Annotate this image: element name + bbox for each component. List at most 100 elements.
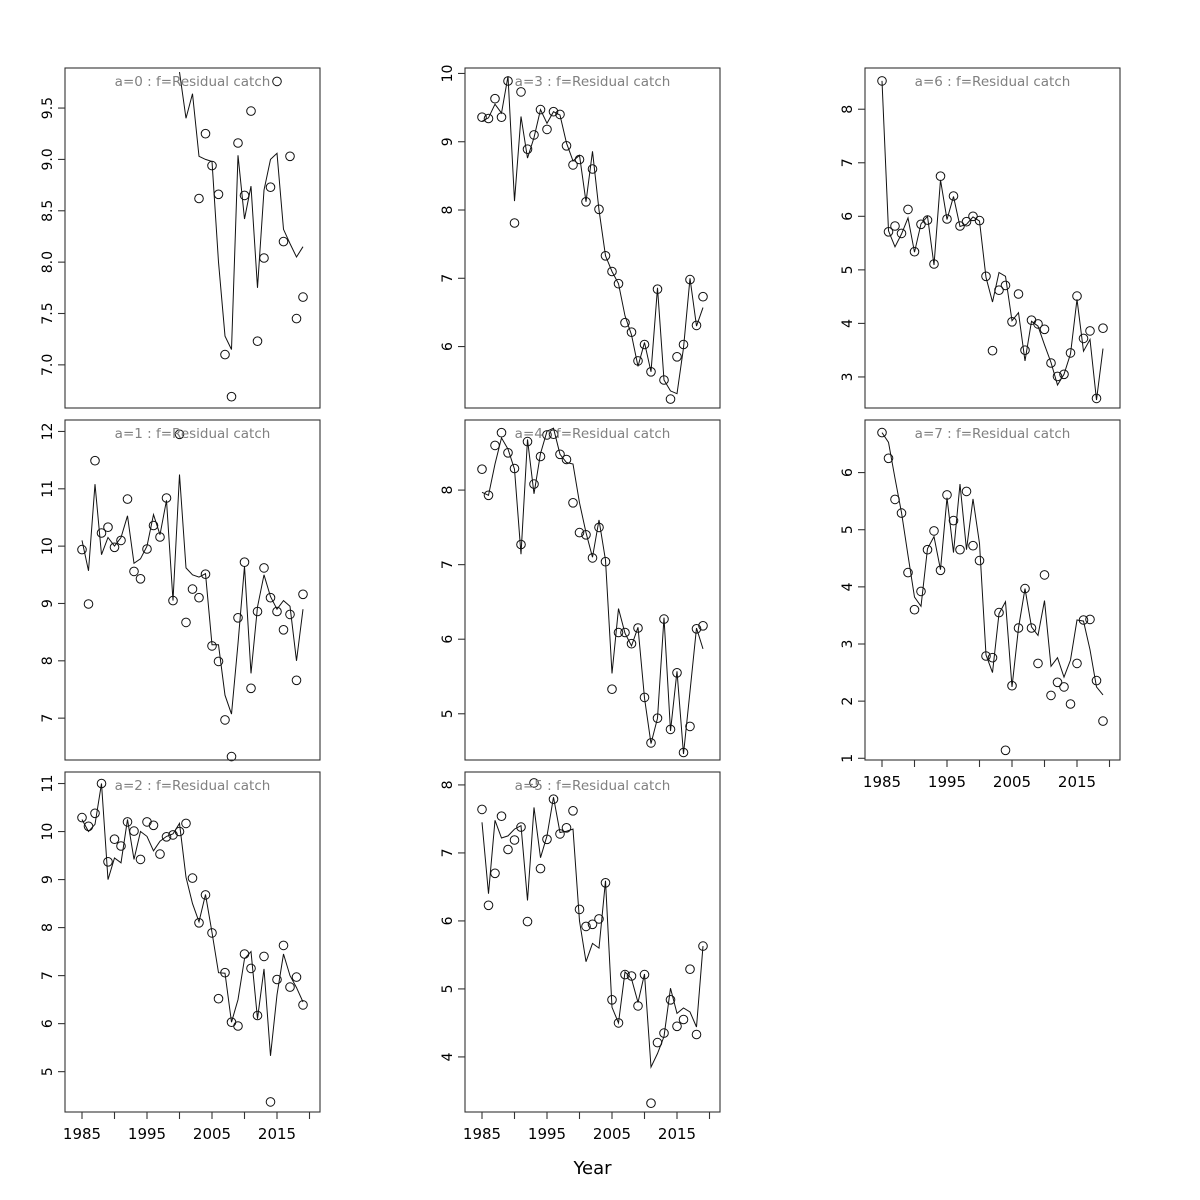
- observed-point: [155, 849, 165, 859]
- observed-point: [265, 592, 276, 603]
- panel-a=4: a=4 : f=Residual catch 5 6 7 8: [440, 419, 721, 761]
- fitted-line: [881, 432, 1104, 696]
- observed-point: [1020, 345, 1030, 356]
- observed-point: [574, 904, 585, 915]
- observed-point: [509, 463, 520, 474]
- x-tick-label: 2005: [593, 1125, 631, 1143]
- observed-point: [483, 900, 494, 911]
- observed-point: [291, 675, 302, 686]
- observed-point: [477, 112, 487, 122]
- observed-point: [561, 454, 572, 465]
- observed-point: [942, 490, 952, 500]
- observed-point: [890, 494, 900, 505]
- y-tick-label: 5: [440, 984, 456, 993]
- observed-point: [1007, 680, 1017, 691]
- observed-point: [1065, 348, 1076, 358]
- observed-point: [272, 606, 282, 617]
- observed-point: [646, 367, 656, 377]
- panel-a=2: a=2 : f=Residual catch 5 6 7 8 9 10 11 1985 1995 2…: [40, 771, 321, 1143]
- observed-point: [200, 890, 211, 900]
- observed-point: [652, 713, 663, 724]
- panel-title: a=4 : f=Residual catch: [515, 426, 671, 442]
- observed-point: [529, 479, 539, 489]
- observed-point: [613, 627, 624, 638]
- y-tick-label: 9: [40, 599, 56, 608]
- observed-point: [948, 191, 959, 201]
- observed-point: [285, 151, 295, 162]
- y-tick-label: 7: [40, 714, 56, 723]
- observed-point: [265, 182, 276, 192]
- observed-point: [877, 427, 887, 438]
- observed-point: [298, 1000, 308, 1010]
- observed-point: [483, 490, 494, 501]
- observed-point: [1052, 371, 1063, 382]
- y-tick-label: 11: [40, 775, 56, 793]
- observed-point: [155, 532, 165, 542]
- observed-point: [685, 274, 695, 285]
- observed-point: [233, 613, 243, 623]
- observed-point: [1046, 690, 1056, 701]
- fitted-line: [881, 80, 1104, 401]
- y-tick-label: 6: [840, 468, 856, 477]
- observed-point: [522, 916, 533, 927]
- observed-point: [161, 493, 172, 503]
- observed-point: [555, 829, 565, 839]
- y-tick-label: 6: [440, 635, 456, 644]
- y-tick-label: 6: [40, 1019, 56, 1028]
- observed-point: [259, 951, 269, 962]
- x-tick-label: 1995: [128, 1125, 166, 1143]
- x-tick-label: 1995: [528, 1125, 566, 1143]
- observed-point: [246, 683, 256, 694]
- observed-point: [1052, 677, 1063, 688]
- observed-point: [516, 539, 526, 550]
- observed-point: [226, 751, 237, 762]
- observed-point: [135, 854, 146, 865]
- observed-point: [626, 638, 637, 649]
- y-tick-label: 6: [440, 342, 456, 351]
- observed-point: [135, 574, 146, 584]
- observed-point: [122, 494, 133, 504]
- x-tick-label: 2005: [993, 773, 1031, 791]
- observed-point: [116, 535, 126, 546]
- observed-point: [252, 336, 263, 347]
- observed-point: [1091, 675, 1102, 686]
- observed-point: [685, 721, 695, 732]
- y-tick-label: 10: [40, 537, 56, 555]
- observed-point: [935, 171, 946, 181]
- observed-point: [613, 1018, 624, 1028]
- observed-point: [987, 652, 998, 663]
- observed-point: [226, 391, 237, 402]
- observed-point: [109, 834, 120, 845]
- observed-point: [1098, 716, 1108, 726]
- observed-point: [259, 253, 269, 263]
- observed-point: [122, 817, 133, 827]
- observed-point: [574, 154, 585, 165]
- observed-point: [535, 451, 546, 462]
- y-tick-label: 9.0: [40, 148, 56, 170]
- observed-point: [509, 218, 520, 228]
- observed-point: [646, 1098, 656, 1108]
- observed-point: [968, 211, 978, 222]
- observed-point: [542, 430, 552, 440]
- observed-point: [903, 204, 913, 215]
- x-tick-label: 1995: [928, 773, 966, 791]
- y-tick-label: 3: [840, 640, 856, 649]
- panel-title: a=2 : f=Residual catch: [115, 778, 271, 794]
- observed-point: [639, 339, 650, 350]
- observed-point: [129, 826, 139, 836]
- observed-point: [259, 563, 269, 573]
- y-tick-label: 9: [40, 875, 56, 884]
- observed-point: [600, 556, 611, 567]
- observed-point: [672, 1021, 682, 1032]
- observed-point: [194, 193, 204, 204]
- observed-point: [659, 614, 669, 624]
- y-tick-label: 7.0: [40, 354, 56, 376]
- observed-point: [587, 164, 598, 174]
- observed-point: [1020, 583, 1030, 594]
- observed-point: [77, 544, 87, 555]
- observed-point: [548, 794, 559, 805]
- observed-point: [278, 625, 289, 635]
- y-tick-label: 7: [440, 848, 456, 857]
- observed-point: [883, 453, 894, 464]
- panel-border: [64, 419, 321, 761]
